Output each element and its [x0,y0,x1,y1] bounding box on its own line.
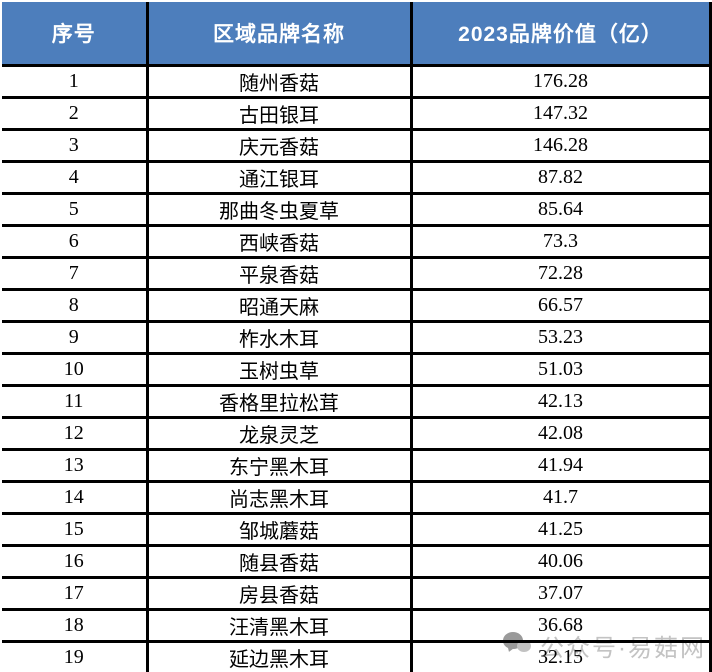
serial-number-cell: 18 [2,608,149,643]
brand-name-cell: 香格里拉松茸 [145,384,413,419]
table-row: 6 西峡香菇 73.3 [2,224,712,259]
brand-name-cell: 古田银耳 [145,96,413,131]
serial-number-cell: 10 [2,352,149,387]
brand-name-cell: 汪清黑木耳 [145,608,413,643]
brand-value-cell: 42.08 [409,416,712,451]
brand-value-cell: 176.28 [409,64,712,99]
brand-value-cell: 146.28 [409,128,712,163]
serial-number-cell: 4 [2,160,149,195]
table-row: 14 尚志黑木耳 41.7 [2,480,712,515]
brand-value-cell: 32.15 [409,640,712,672]
serial-number-cell: 12 [2,416,149,451]
table-row: 2 古田银耳 147.32 [2,96,712,131]
header-row: 序号 区域品牌名称 2023品牌价值（亿） [2,2,712,67]
brand-value-cell: 53.23 [409,320,712,355]
serial-number-cell: 1 [2,64,149,99]
table-row: 1 随州香菇 176.28 [2,64,712,99]
serial-number-cell: 11 [2,384,149,419]
brand-name-cell: 延边黑木耳 [145,640,413,672]
table-row: 11 香格里拉松茸 42.13 [2,384,712,419]
brand-name-cell: 随州香菇 [145,64,413,99]
table-row: 15 邹城蘑菇 41.25 [2,512,712,547]
brand-value-cell: 66.57 [409,288,712,323]
table-row: 5 那曲冬虫夏草 85.64 [2,192,712,227]
table-row: 3 庆元香菇 146.28 [2,128,712,163]
brand-name-cell: 东宁黑木耳 [145,448,413,483]
brand-value-cell: 72.28 [409,256,712,291]
table-row: 16 随县香菇 40.06 [2,544,712,579]
brand-value-cell: 73.3 [409,224,712,259]
serial-number-cell: 19 [2,640,149,672]
serial-number-cell: 14 [2,480,149,515]
brand-name-cell: 昭通天麻 [145,288,413,323]
brand-value-cell: 42.13 [409,384,712,419]
serial-number-cell: 8 [2,288,149,323]
brand-name-cell: 玉树虫草 [145,352,413,387]
brand-value-cell: 85.64 [409,192,712,227]
brand-value-cell: 41.25 [409,512,712,547]
table-row: 18 汪清黑木耳 36.68 [2,608,712,643]
brand-name-cell: 那曲冬虫夏草 [145,192,413,227]
brand-value-cell: 87.82 [409,160,712,195]
serial-number-cell: 6 [2,224,149,259]
serial-number-cell: 9 [2,320,149,355]
serial-number-cell: 7 [2,256,149,291]
brand-name-cell: 西峡香菇 [145,224,413,259]
serial-number-cell: 5 [2,192,149,227]
serial-number-cell: 16 [2,544,149,579]
table-row: 19 延边黑木耳 32.15 [2,640,712,672]
brand-name-cell: 柞水木耳 [145,320,413,355]
brand-value-cell: 147.32 [409,96,712,131]
serial-number-cell: 13 [2,448,149,483]
brand-value-cell: 41.7 [409,480,712,515]
header-serial-number: 序号 [2,2,149,67]
table-row: 8 昭通天麻 66.57 [2,288,712,323]
brand-name-cell: 庆元香菇 [145,128,413,163]
brand-name-cell: 房县香菇 [145,576,413,611]
brand-value-cell: 51.03 [409,352,712,387]
brand-value-cell: 37.07 [409,576,712,611]
serial-number-cell: 2 [2,96,149,131]
brand-name-cell: 平泉香菇 [145,256,413,291]
table-row: 17 房县香菇 37.07 [2,576,712,611]
brand-value-cell: 40.06 [409,544,712,579]
serial-number-cell: 3 [2,128,149,163]
serial-number-cell: 15 [2,512,149,547]
table-row: 13 东宁黑木耳 41.94 [2,448,712,483]
table-row: 7 平泉香菇 72.28 [2,256,712,291]
table-row: 9 柞水木耳 53.23 [2,320,712,355]
header-brand-name: 区域品牌名称 [145,2,413,67]
header-brand-value-2023: 2023品牌价值（亿） [409,2,712,67]
brand-name-cell: 龙泉灵芝 [145,416,413,451]
brand-value-cell: 36.68 [409,608,712,643]
table-row: 12 龙泉灵芝 42.08 [2,416,712,451]
brand-name-cell: 尚志黑木耳 [145,480,413,515]
brand-name-cell: 邹城蘑菇 [145,512,413,547]
brand-value-cell: 41.94 [409,448,712,483]
table-body: 1 随州香菇 176.28 2 古田银耳 147.32 3 庆元香菇 146.28 4 通江银耳 87… [2,64,712,672]
table-row: 10 玉树虫草 51.03 [2,352,712,387]
table-header: 序号 区域品牌名称 2023品牌价值（亿） [2,2,712,67]
serial-number-cell: 17 [2,576,149,611]
brand-name-cell: 随县香菇 [145,544,413,579]
table-row: 4 通江银耳 87.82 [2,160,712,195]
brand-name-cell: 通江银耳 [145,160,413,195]
